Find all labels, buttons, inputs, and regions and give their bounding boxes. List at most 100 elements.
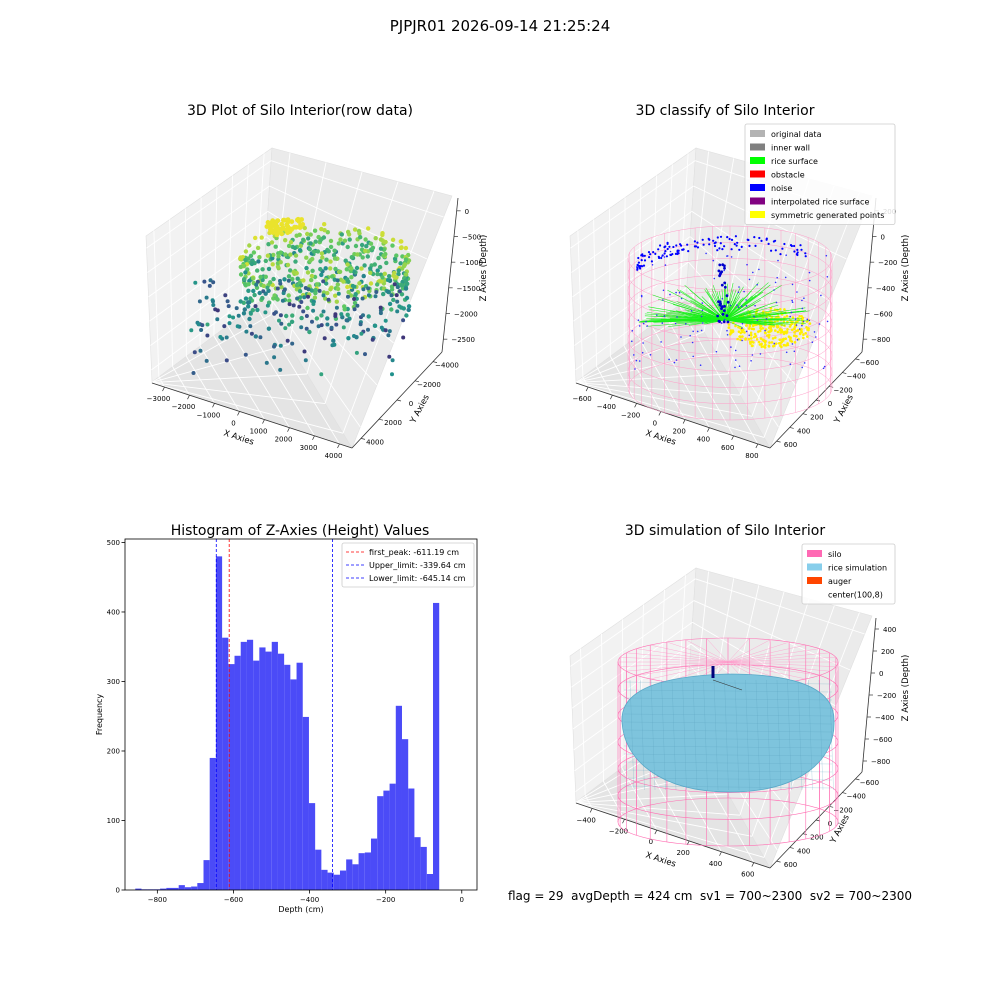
symmetric-point [759,327,763,331]
surface-mesh-line [818,679,824,791]
legend-entry: obstacle [771,171,805,180]
data-point [382,271,387,276]
noise-point [707,237,710,240]
noise-point [721,297,724,300]
y-tick-label: 400 [797,427,810,435]
surface-mesh-line [623,681,833,685]
data-point [315,249,321,254]
data-point [308,241,313,246]
y-tick-label: −4000 [435,362,459,370]
noise-point [815,336,817,338]
noise-point [716,249,719,252]
noise-point [736,304,738,306]
y-tick-label: 200 [810,414,823,422]
noise-point [796,253,799,257]
noise-point [700,315,703,318]
symmetric-point [798,315,801,318]
panel-3-title: Histogram of Z-Axies (Height) Values [170,523,430,539]
data-point [305,270,311,275]
surface-mesh-line [692,679,698,791]
symmetric-point [800,317,804,321]
noise-point [718,247,721,250]
noise-point [648,256,651,259]
data-point [389,307,394,312]
surface-mesh-line [766,679,771,791]
legend-swatch [807,590,822,598]
data-point [248,296,253,301]
noise-point [671,253,674,256]
data-point [387,329,392,334]
grid-line [153,230,160,377]
symmetric-point [780,331,783,334]
histogram-bar [240,641,247,890]
data-point [215,308,220,313]
data-point [189,328,194,333]
rice-surface-ray [724,311,758,321]
noise-point [661,255,663,258]
symmetric-point [727,323,731,326]
noise-point [726,320,730,324]
data-point [290,313,295,318]
grid-line [651,175,658,326]
data-point [380,232,385,238]
data-point [390,243,395,248]
surface-mesh-line [623,745,833,749]
symmetric-point [774,329,777,332]
surface-mesh-line [623,705,833,709]
data-point [366,327,370,332]
histogram-bar [178,885,185,890]
noise-point [636,263,639,266]
data-point [227,321,232,326]
data-point [319,226,324,232]
data-point [283,238,288,243]
histogram-bar [402,739,409,890]
noise-point [756,283,758,286]
noise-point [772,240,776,243]
x-tick-mark [682,419,686,424]
data-point [321,279,326,284]
data-point [328,238,334,244]
noise-point [791,283,794,286]
data-point [385,278,390,282]
grid-line [288,162,327,345]
x-tick-label: 400 [709,860,722,868]
data-point [306,236,311,241]
data-point [301,278,306,283]
noise-point [822,367,825,370]
data-point [256,259,261,264]
z-tick-label: −1000 [459,259,483,267]
data-point [204,295,209,300]
symmetric-point [772,325,775,328]
data-point [318,238,323,243]
grid-line [571,600,695,688]
data-point [284,313,289,319]
grid-line [693,600,851,671]
z-tick-label: 200 [881,648,894,656]
data-point [268,227,273,233]
data-point [389,287,395,292]
data-point [255,307,260,313]
rice-surface-ray [724,317,750,321]
x-tick-label: −400 [577,816,596,824]
grid-line [262,287,361,428]
panel-1-title: 3D Plot of Silo Interior(row data) [186,103,414,119]
grid-line [575,382,753,417]
symmetric-point [767,344,771,348]
noise-point [660,341,662,343]
data-point [273,244,278,249]
surface-mesh-line [776,679,782,791]
symmetric-point [791,320,794,324]
grid-line [306,171,363,375]
silo-roof-strut [727,661,820,676]
data-point [349,255,354,260]
data-point [265,253,271,258]
data-point [279,321,284,326]
data-point [278,343,283,348]
data-point [278,250,283,255]
noise-point [664,250,667,253]
noise-point [641,254,645,257]
noise-point [734,349,737,352]
x-tick-label: 4000 [325,452,343,460]
noise-point [708,243,711,246]
